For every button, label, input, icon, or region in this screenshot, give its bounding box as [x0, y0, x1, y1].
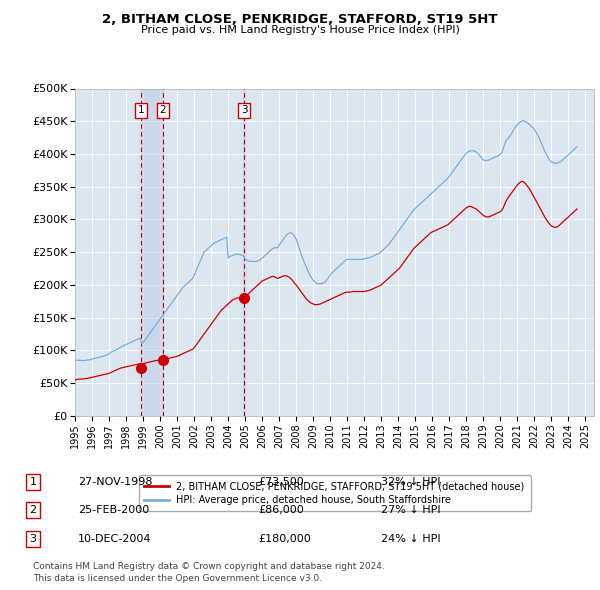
Text: 2: 2 — [29, 506, 37, 515]
Text: 3: 3 — [241, 105, 247, 115]
Text: 32% ↓ HPI: 32% ↓ HPI — [381, 477, 440, 487]
Text: 1: 1 — [29, 477, 37, 487]
Text: This data is licensed under the Open Government Licence v3.0.: This data is licensed under the Open Gov… — [33, 574, 322, 583]
Text: 10-DEC-2004: 10-DEC-2004 — [78, 534, 151, 543]
Text: 3: 3 — [29, 534, 37, 543]
Text: Price paid vs. HM Land Registry's House Price Index (HPI): Price paid vs. HM Land Registry's House … — [140, 25, 460, 35]
Text: 27-NOV-1998: 27-NOV-1998 — [78, 477, 152, 487]
Bar — [243, 88, 245, 416]
Text: £86,000: £86,000 — [258, 506, 304, 515]
Text: 24% ↓ HPI: 24% ↓ HPI — [381, 534, 440, 543]
Text: 27% ↓ HPI: 27% ↓ HPI — [381, 506, 440, 515]
Bar — [142, 88, 163, 416]
Text: 25-FEB-2000: 25-FEB-2000 — [78, 506, 149, 515]
Text: £180,000: £180,000 — [258, 534, 311, 543]
Text: £73,500: £73,500 — [258, 477, 304, 487]
Text: 2, BITHAM CLOSE, PENKRIDGE, STAFFORD, ST19 5HT: 2, BITHAM CLOSE, PENKRIDGE, STAFFORD, ST… — [102, 13, 498, 26]
Legend: 2, BITHAM CLOSE, PENKRIDGE, STAFFORD, ST19 5HT (detached house), HPI: Average pr: 2, BITHAM CLOSE, PENKRIDGE, STAFFORD, ST… — [139, 476, 530, 511]
Text: 2: 2 — [160, 105, 166, 115]
Text: Contains HM Land Registry data © Crown copyright and database right 2024.: Contains HM Land Registry data © Crown c… — [33, 562, 385, 571]
Text: 1: 1 — [138, 105, 145, 115]
